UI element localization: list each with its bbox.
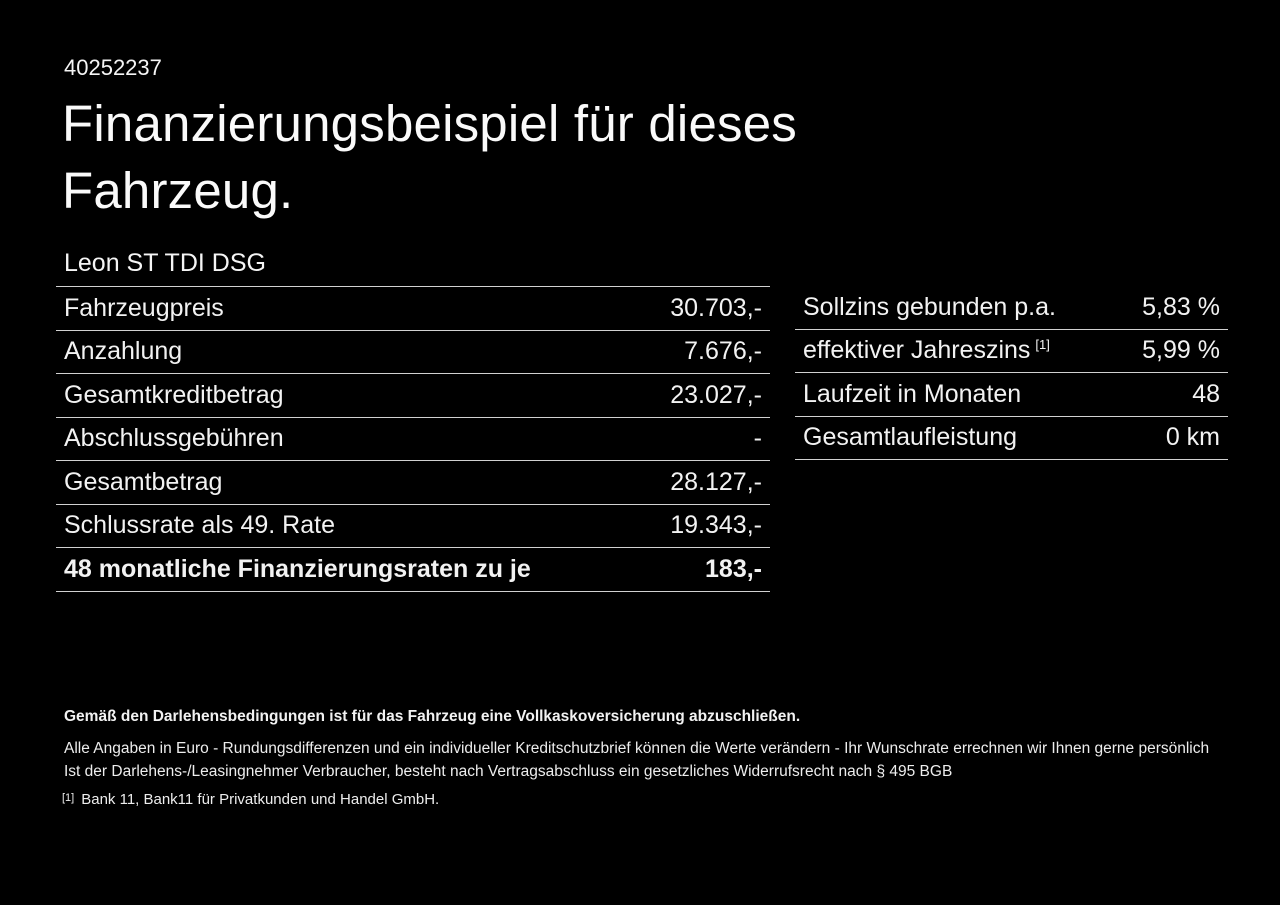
- table-row-gesamtkreditbetrag: Gesamtkreditbetrag 23.027,-: [56, 374, 770, 418]
- row-label: Sollzins gebunden p.a.: [803, 292, 1056, 321]
- row-label: Fahrzeugpreis: [64, 293, 224, 322]
- row-value: 5,83 %: [1142, 292, 1220, 321]
- row-value: -: [753, 424, 762, 453]
- footnote-reference-marker: [1]: [1035, 337, 1050, 353]
- row-label: Abschlussgebühren: [64, 424, 284, 453]
- table-row-abschlussgebuehren: Abschlussgebühren -: [56, 418, 770, 461]
- table-row-anzahlung: Anzahlung 7.676,-: [56, 331, 770, 374]
- table-row-gesamtlaufleistung: Gesamtlaufleistung 0 km: [795, 417, 1228, 460]
- disclaimer-line-1: Alle Angaben in Euro - Rundungsdifferenz…: [64, 740, 1210, 757]
- row-label: 48 monatliche Finanzierungsraten zu je: [64, 554, 531, 583]
- table-row-schlussrate: Schlussrate als 49. Rate 19.343,-: [56, 505, 770, 548]
- footnote-text: Bank 11, Bank11 für Privatkunden und Han…: [81, 791, 440, 808]
- table-row-fahrzeugpreis: Fahrzeugpreis 30.703,-: [56, 287, 770, 331]
- page-title-line-1: Finanzierungsbeispiel für dieses: [62, 95, 797, 152]
- table-row-monatsrate: 48 monatliche Finanzierungsraten zu je 1…: [56, 548, 770, 592]
- document-id: 40252237: [64, 55, 162, 80]
- table-row-laufzeit: Laufzeit in Monaten 48: [795, 373, 1228, 417]
- row-label: Anzahlung: [64, 337, 183, 366]
- insurance-requirement-note: Gemäß den Darlehensbedingungen ist für d…: [64, 708, 801, 725]
- row-value: 183,-: [705, 554, 762, 583]
- row-label: Schlussrate als 49. Rate: [64, 511, 335, 540]
- disclaimer-line-2: Ist der Darlehens-/Leasingnehmer Verbrau…: [64, 763, 953, 780]
- row-value: 0 km: [1165, 423, 1220, 452]
- finance-table: Fahrzeugpreis 30.703,- Anzahlung 7.676,-…: [56, 286, 770, 592]
- table-row-effektiver-jahreszins: effektiver Jahreszins [1] 5,99 %: [795, 330, 1228, 373]
- row-label: Gesamtkreditbetrag: [64, 380, 284, 409]
- row-label: effektiver Jahreszins [1]: [803, 336, 1050, 365]
- table-row-sollzins: Sollzins gebunden p.a. 5,83 %: [795, 286, 1228, 330]
- conditions-table: Sollzins gebunden p.a. 5,83 % effektiver…: [795, 286, 1228, 460]
- row-label-text: effektiver Jahreszins: [803, 336, 1031, 365]
- page-title: Finanzierungsbeispiel für dieses Fahrzeu…: [62, 90, 797, 224]
- row-label: Laufzeit in Monaten: [803, 379, 1022, 408]
- row-label: Gesamtbetrag: [64, 467, 223, 496]
- row-value: 30.703,-: [670, 293, 762, 322]
- footnote-marker: [1]: [62, 792, 75, 804]
- row-value: 28.127,-: [670, 467, 762, 496]
- footnote: [1] Bank 11, Bank11 für Privatkunden und …: [62, 791, 439, 808]
- row-value: 5,99 %: [1142, 336, 1220, 365]
- row-label: Gesamtlaufleistung: [803, 423, 1018, 452]
- row-value: 7.676,-: [684, 337, 762, 366]
- row-value: 19.343,-: [670, 511, 762, 540]
- page-title-line-2: Fahrzeug.: [62, 162, 294, 219]
- vehicle-name: Leon ST TDI DSG: [64, 249, 266, 277]
- row-value: 23.027,-: [670, 380, 762, 409]
- row-value: 48: [1192, 379, 1220, 408]
- table-row-gesamtbetrag: Gesamtbetrag 28.127,-: [56, 461, 770, 505]
